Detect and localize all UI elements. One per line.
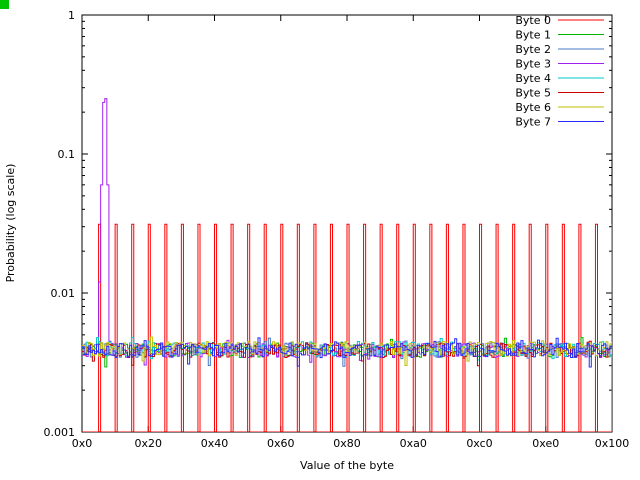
x-tick-label: 0x0 <box>72 437 93 450</box>
legend-entry-label: Byte 4 <box>515 72 551 85</box>
legend-entry-label: Byte 0 <box>515 14 551 27</box>
legend-entry-byte-7: Byte 7 <box>515 116 604 129</box>
legend-entry-label: Byte 5 <box>515 87 551 100</box>
x-tick-label: 0xe0 <box>532 437 559 450</box>
y-tick-label: 1 <box>68 9 75 22</box>
y-tick-label: 0.001 <box>44 426 76 439</box>
legend-entry-byte-6: Byte 6 <box>515 101 604 114</box>
series-lines <box>82 98 612 432</box>
x-tick-label: 0xc0 <box>466 437 492 450</box>
legend-entry-byte-2: Byte 2 <box>515 43 604 56</box>
legend-entry-byte-4: Byte 4 <box>515 72 604 85</box>
legend-entry-label: Byte 7 <box>515 116 551 129</box>
x-tick-label: 0x40 <box>201 437 229 450</box>
y-axis-title: Probability (log scale) <box>4 164 17 283</box>
capture-artifact-marker <box>0 0 9 9</box>
legend-entry-byte-3: Byte 3 <box>515 58 604 71</box>
legend-entry-byte-1: Byte 1 <box>515 29 604 42</box>
x-axis-title: Value of the byte <box>300 459 394 472</box>
x-tick-label: 0xa0 <box>400 437 427 450</box>
y-tick-label: 0.01 <box>51 287 76 300</box>
legend-entry-byte-5: Byte 5 <box>515 87 604 100</box>
x-tick-label: 0x60 <box>267 437 295 450</box>
series-path-byte-7 <box>82 337 612 368</box>
legend-entry-label: Byte 3 <box>515 58 551 71</box>
x-tick-label: 0x100 <box>595 437 630 450</box>
legend-entry-label: Byte 1 <box>515 29 551 42</box>
series-path-byte-0 <box>82 223 612 432</box>
x-tick-label: 0x20 <box>134 437 162 450</box>
y-tick-label: 0.1 <box>58 148 76 161</box>
legend-entry-label: Byte 2 <box>515 43 551 56</box>
legend-entry-byte-0: Byte 0 <box>515 14 604 27</box>
legend-entry-label: Byte 6 <box>515 101 551 114</box>
x-tick-label: 0x80 <box>333 437 361 450</box>
